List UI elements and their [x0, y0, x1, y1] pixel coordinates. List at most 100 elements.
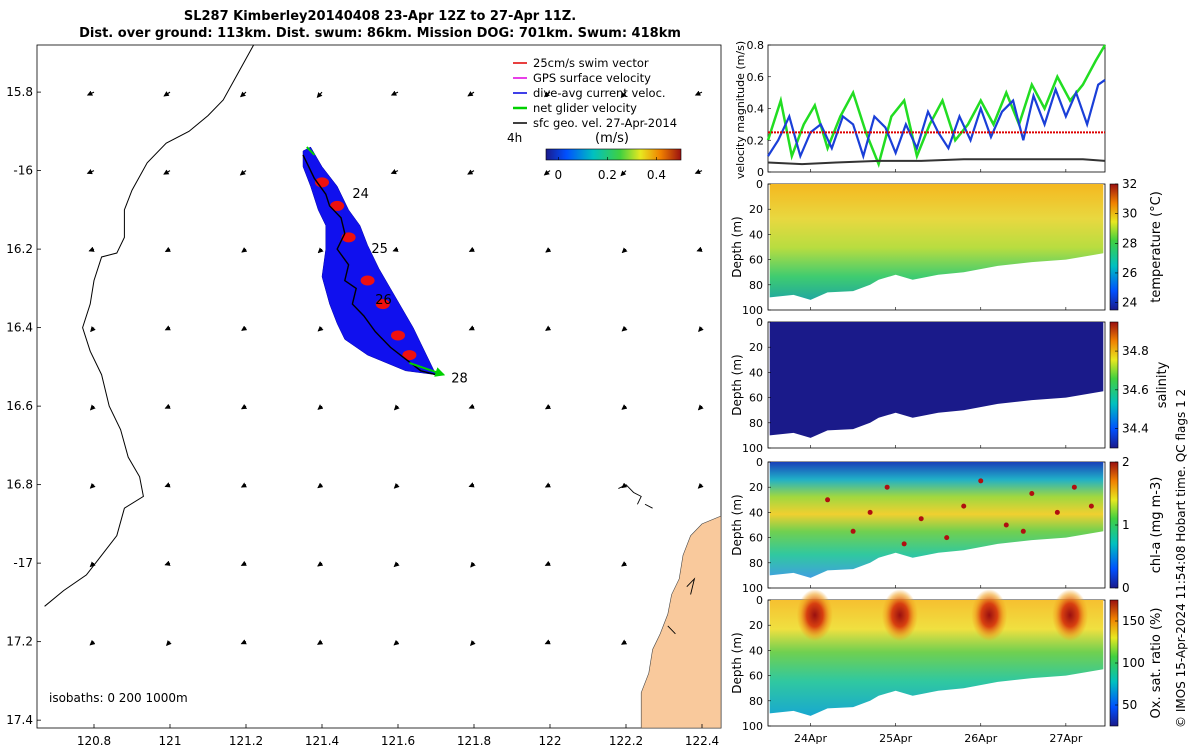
figure-title-line2: Dist. over ground: 113km. Dist. swum: 86… [79, 26, 681, 41]
depth-tick: 0 [756, 178, 763, 191]
depth-tick: 100 [742, 304, 763, 317]
colorbar-tick: 34.8 [1122, 344, 1149, 358]
day-label: 28 [451, 372, 468, 387]
depth-tick: 20 [749, 481, 763, 494]
chl-high-point [1020, 528, 1026, 534]
colorbar-tick: 34.6 [1122, 383, 1149, 397]
colorbar-tick: 28 [1122, 236, 1137, 250]
map-x-tick: 121.4 [305, 734, 339, 748]
chl-high-point [825, 497, 831, 503]
colorbar-tick: 0 [1122, 581, 1130, 595]
colorbar-tick: 0.4 [647, 168, 666, 182]
imos-footer: © IMOS 15-Apr-2024 11:54:08 Hobart time.… [1174, 389, 1188, 728]
map-x-tick: 122.4 [685, 734, 719, 748]
depth-tick: 60 [749, 392, 763, 405]
depth-tick: 100 [742, 582, 763, 595]
velocity-y-tick: 0.8 [747, 39, 765, 52]
section-data-area [769, 462, 1104, 578]
map-y-tick: 17.4 [6, 713, 33, 727]
mainland-coast [640, 515, 722, 729]
depth-tick: 20 [749, 341, 763, 354]
chl-high-point [1088, 503, 1094, 509]
chl-high-point [1054, 509, 1060, 515]
date-tick: 26Apr [964, 732, 998, 745]
velocity-y-tick: 0.6 [747, 71, 765, 84]
map-x-tick: 120.8 [77, 734, 111, 748]
oxygen-section: 0 20 40 60 80 100 Depth (m) 50 100 150 Ox. sat. ra… [730, 589, 1164, 733]
depth-axis-label: Depth (m) [730, 494, 744, 555]
section-colorbar [1109, 321, 1119, 449]
day-label: 25 [371, 242, 388, 257]
colorbar-tick: 26 [1122, 266, 1137, 280]
oxygen-maximum [1052, 589, 1089, 642]
surface-geostrophic-vectors [86, 90, 704, 647]
temperature-section: 0 20 40 60 80 100 Depth (m) 24 26 28 30 32 temperatu… [730, 177, 1164, 317]
depth-tick: 0 [756, 594, 763, 607]
chl-high-point [961, 503, 967, 509]
map-y-tick: 16.4 [6, 321, 33, 335]
legend-entry: sfc geo. vel. 27-Apr-2014 [533, 116, 677, 130]
depth-tick: 0 [756, 316, 763, 329]
depth-tick: 80 [749, 417, 763, 430]
speed-colorbar: (m/s) 0 0.2 0.4 [545, 131, 682, 182]
map-y-tick: 17.2 [6, 635, 33, 649]
glider-track-map: 24 25 26 28 120.8 121 121.2 121.4 121.6 121.8 122… [6, 44, 722, 748]
colorbar-tick: 50 [1122, 698, 1137, 712]
colorbar-tick: 34.4 [1122, 422, 1149, 436]
depth-tick: 100 [742, 720, 763, 733]
chl-high-point [1071, 484, 1077, 490]
day-labels: 24 25 26 28 [352, 187, 467, 386]
map-x-tick: 122.2 [609, 734, 643, 748]
velocity-y-tick: 0.2 [747, 134, 765, 147]
net-glider-velocity-arrows [306, 146, 446, 377]
map-y-tick: 16.6 [6, 399, 33, 413]
oxygen-maximum [796, 589, 833, 642]
velocity-magnitude-panel: 0 0.2 0.4 0.6 0.8 velocity magnitude (m/s) [734, 39, 1107, 179]
velocity-series-line [767, 79, 1106, 160]
map-axes-frame [36, 44, 722, 729]
depth-tick: 20 [749, 203, 763, 216]
velocity-y-label: velocity magnitude (m/s) [734, 41, 747, 179]
depth-tick: 40 [749, 506, 763, 519]
map-y-tick: 15.8 [6, 85, 33, 99]
section-data-area [769, 600, 1104, 716]
colorbar-tick: 30 [1122, 207, 1137, 221]
depth-tick: 100 [742, 442, 763, 455]
colorbar-label: salinity [1155, 361, 1170, 408]
oxygen-maximum [881, 589, 918, 642]
colorbar-tick: 100 [1122, 656, 1145, 670]
depth-tick: 60 [749, 254, 763, 267]
colorbar-label: chl-a (mg m-3) [1149, 477, 1164, 574]
colorbar-unit-label: (m/s) [595, 131, 629, 146]
map-x-tick-labels: 120.8 121 121.2 121.4 121.6 121.8 122 122.2 122.… [77, 724, 719, 748]
velocity-series-line [767, 158, 1106, 166]
depth-tick: 80 [749, 695, 763, 708]
date-tick: 25Apr [879, 732, 913, 745]
section-x-tick-labels: 24Apr 25Apr 26Apr 27Apr [794, 169, 1083, 745]
map-y-tick-labels: 15.8 -16 16.2 16.4 16.6 16.8 -17 17.2 17.4 [6, 85, 41, 727]
section-colorbar [1109, 183, 1119, 311]
interval-label: 4h [507, 131, 522, 145]
map-x-tick: 121 [159, 734, 182, 748]
colorbar-tick: 2 [1122, 455, 1130, 469]
colorbar-tick: 32 [1122, 177, 1137, 191]
depth-axis-label: Depth (m) [730, 632, 744, 693]
oxygen-maximum [971, 589, 1008, 642]
velocity-y-tick: 0 [757, 166, 764, 179]
colorbar-tick: 1 [1122, 518, 1130, 532]
colorbar-label: temperature (°C) [1149, 191, 1164, 303]
island-outlines [618, 484, 696, 635]
velocity-axes-frame [767, 44, 1106, 173]
chl-high-point [1003, 522, 1009, 528]
isobath-label: isobaths: 0 200 1000m [49, 691, 188, 705]
colorbar-tick: 0.2 [598, 168, 617, 182]
chl-high-point [884, 484, 890, 490]
map-x-tick: 121.6 [381, 734, 415, 748]
depth-axis-label: Depth (m) [730, 216, 744, 277]
depth-tick: 20 [749, 619, 763, 632]
chl-high-point [867, 509, 873, 515]
map-y-tick: 16.8 [6, 478, 33, 492]
legend-entry: 25cm/s swim vector [533, 56, 649, 70]
chl-high-point [850, 528, 856, 534]
